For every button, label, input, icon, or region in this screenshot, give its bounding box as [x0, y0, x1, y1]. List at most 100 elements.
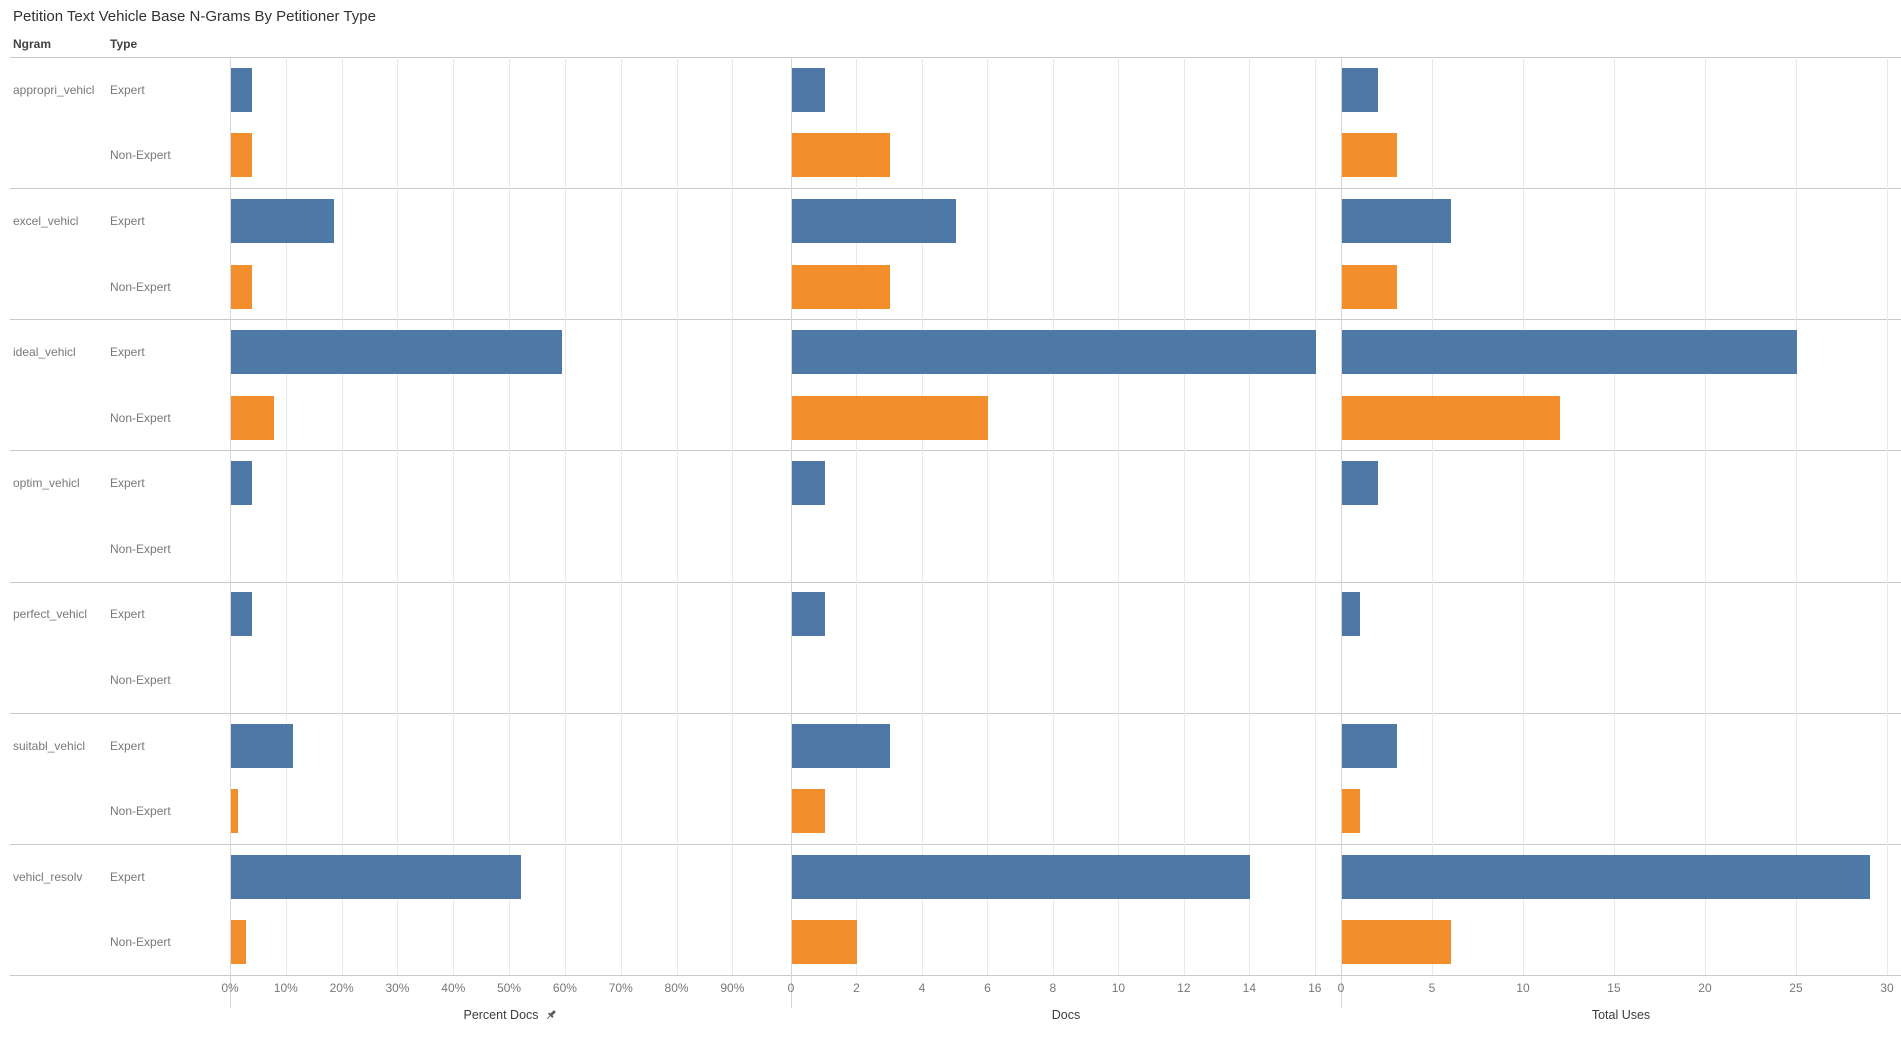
ngram-row-label[interactable]: appropri_vehicl: [13, 82, 95, 97]
axis-title: Docs: [1052, 1008, 1080, 1022]
bar[interactable]: [792, 723, 891, 768]
bar[interactable]: [792, 330, 1316, 375]
axis-tick-label: 0: [1337, 981, 1345, 995]
bar[interactable]: [1342, 395, 1561, 440]
type-row-label[interactable]: Non-Expert: [110, 804, 171, 819]
bar[interactable]: [231, 264, 253, 309]
axis-tick-label: 30%: [385, 981, 410, 995]
row-group-divider: [10, 319, 1901, 321]
bar[interactable]: [1342, 854, 1870, 899]
axis-tick-label: 10: [1516, 981, 1530, 995]
axis-tick-label: 16: [1308, 981, 1322, 995]
bar[interactable]: [792, 920, 858, 965]
bar[interactable]: [231, 461, 252, 506]
header-underline: [10, 57, 1901, 58]
type-row-label[interactable]: Expert: [110, 345, 145, 360]
axis-title-label: Percent Docs: [463, 1008, 539, 1022]
bar[interactable]: [1342, 264, 1397, 309]
bar[interactable]: [1342, 133, 1397, 178]
bar[interactable]: [231, 854, 521, 899]
axis-title-label: Docs: [1051, 1008, 1081, 1022]
gridline: [921, 57, 923, 975]
type-row-label[interactable]: Expert: [110, 213, 145, 228]
gridline: [1522, 57, 1524, 975]
axis-tick-label: 20%: [329, 981, 354, 995]
gridline: [1118, 57, 1120, 975]
bar[interactable]: [231, 395, 274, 440]
axis-tick-label: 12: [1177, 981, 1191, 995]
pinned-axis-icon[interactable]: [544, 1008, 558, 1022]
axis-tick-label: 70%: [608, 981, 633, 995]
bar[interactable]: [792, 592, 825, 637]
gridline: [564, 57, 566, 975]
bar[interactable]: [792, 264, 891, 309]
ngram-row-label[interactable]: vehicl_resolv: [13, 869, 83, 884]
gridline: [453, 57, 455, 975]
gridline: [1431, 57, 1433, 975]
row-group-divider: [10, 188, 1901, 190]
bar[interactable]: [1342, 592, 1361, 637]
bar[interactable]: [1342, 920, 1452, 965]
type-row-label[interactable]: Non-Expert: [110, 279, 171, 294]
bar[interactable]: [231, 920, 246, 965]
bar[interactable]: [231, 789, 239, 834]
axis-baseline: [10, 975, 1901, 976]
bar[interactable]: [1342, 198, 1452, 243]
gridline: [1052, 57, 1054, 975]
axis-tick-label: 5: [1428, 981, 1436, 995]
bar[interactable]: [231, 198, 335, 243]
gridline: [285, 57, 287, 975]
gridline: [1704, 57, 1706, 975]
bar[interactable]: [231, 592, 252, 637]
ngram-row-label[interactable]: optim_vehicl: [13, 476, 80, 491]
axis-tick-label: 80%: [664, 981, 689, 995]
type-row-label[interactable]: Non-Expert: [110, 541, 171, 556]
axis-tick-label: 90%: [720, 981, 745, 995]
gridline: [1183, 57, 1185, 975]
axis-tick-label: 4: [918, 981, 926, 995]
ngram-row-label[interactable]: perfect_vehicl: [13, 607, 88, 622]
type-row-label[interactable]: Expert: [110, 476, 145, 491]
bar[interactable]: [792, 198, 956, 243]
gridline: [397, 57, 399, 975]
bar[interactable]: [1342, 723, 1397, 768]
type-row-label[interactable]: Non-Expert: [110, 410, 171, 425]
bar[interactable]: [1342, 330, 1797, 375]
bar[interactable]: [1342, 789, 1361, 834]
ngram-row-label[interactable]: ideal_vehicl: [13, 345, 76, 360]
bar[interactable]: [231, 67, 252, 112]
column-header-ngram[interactable]: Ngram: [13, 37, 52, 51]
bar[interactable]: [792, 789, 825, 834]
panel-border: [1341, 57, 1342, 1008]
bar[interactable]: [792, 461, 825, 506]
type-row-label[interactable]: Expert: [110, 82, 145, 97]
type-row-label[interactable]: Non-Expert: [110, 148, 171, 163]
bar[interactable]: [231, 133, 253, 178]
ngram-row-label[interactable]: excel_vehicl: [13, 213, 79, 228]
axis-tick-label: 0%: [221, 981, 239, 995]
bar[interactable]: [792, 854, 1251, 899]
axis-tick-label: 20: [1698, 981, 1712, 995]
bar[interactable]: [1342, 67, 1379, 112]
column-header-type[interactable]: Type: [110, 37, 138, 51]
bar[interactable]: [792, 133, 891, 178]
axis-tick-label: 2: [853, 981, 860, 995]
type-row-label[interactable]: Non-Expert: [110, 672, 171, 687]
bar[interactable]: [792, 67, 825, 112]
gridline: [1314, 57, 1316, 975]
gridline: [676, 57, 678, 975]
type-row-label[interactable]: Expert: [110, 869, 145, 884]
bar[interactable]: [792, 395, 989, 440]
axis-tick-label: 50%: [497, 981, 522, 995]
axis-tick-label: 30: [1880, 981, 1894, 995]
type-row-label[interactable]: Non-Expert: [110, 935, 171, 950]
axis-title: Percent Docs: [463, 1008, 557, 1022]
ngram-row-label[interactable]: suitabl_vehicl: [13, 738, 86, 753]
type-row-label[interactable]: Expert: [110, 607, 145, 622]
bar[interactable]: [231, 723, 293, 768]
panel-border: [791, 57, 792, 1008]
bar[interactable]: [231, 330, 563, 375]
bar[interactable]: [1342, 461, 1379, 506]
type-row-label[interactable]: Expert: [110, 738, 145, 753]
